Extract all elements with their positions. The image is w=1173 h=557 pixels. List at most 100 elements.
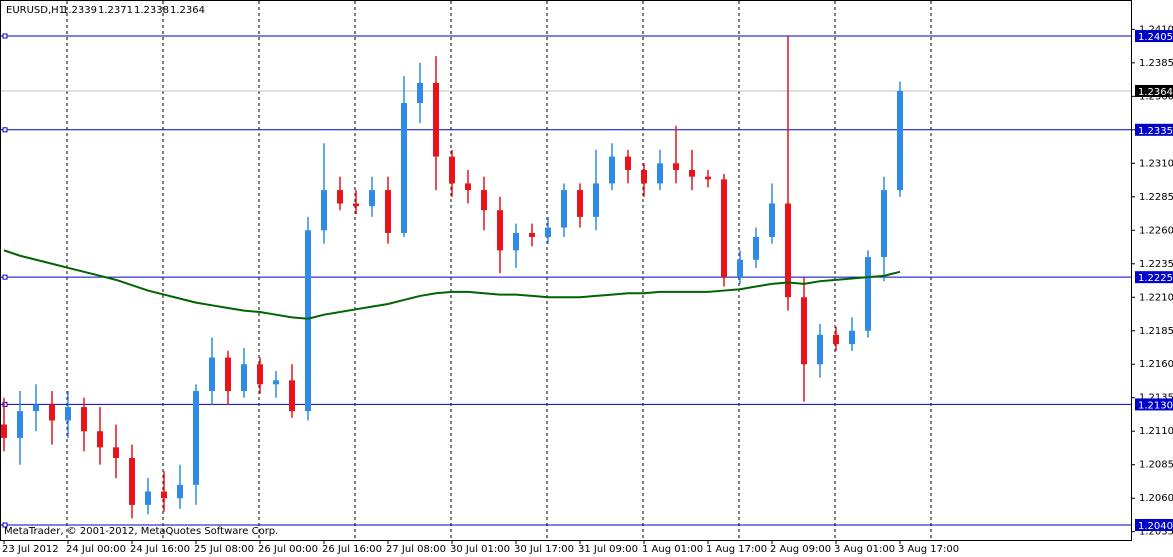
- header-value: 1.2371: [98, 5, 133, 16]
- candle-body: [17, 411, 23, 438]
- candle-body: [785, 203, 791, 298]
- x-tick-label: 27 Jul 08:00: [386, 544, 446, 555]
- candle-body: [721, 179, 727, 278]
- candle-body: [433, 82, 439, 157]
- candle-body: [417, 82, 423, 104]
- candle-body: [305, 230, 311, 412]
- x-tick-label: 3 Aug 01:00: [834, 544, 895, 555]
- level-handle: [2, 522, 8, 528]
- candle-body: [577, 190, 583, 217]
- candle-body: [897, 90, 903, 191]
- candle-body: [753, 236, 759, 260]
- y-tick-label: 1.2210: [1139, 292, 1173, 303]
- y-tick-label: 1.2160: [1139, 359, 1173, 370]
- candle-body: [257, 364, 263, 385]
- candle-body: [593, 183, 599, 217]
- header-value: 1.2339: [62, 5, 97, 16]
- bid-label: 1.2364: [1138, 87, 1173, 98]
- level-box: [1135, 30, 1173, 43]
- candle-body: [657, 163, 663, 184]
- candle-body: [97, 431, 103, 448]
- x-tick-label: 25 Jul 08:00: [194, 544, 254, 555]
- candle-body: [833, 334, 839, 345]
- candle-body: [865, 257, 871, 331]
- level-box: [1135, 271, 1173, 284]
- level-box: [1135, 398, 1173, 411]
- candle-body: [369, 190, 375, 207]
- y-tick-label: 1.2035: [1139, 527, 1173, 538]
- candle-body: [689, 169, 695, 177]
- x-tick-label: 1 Aug 01:00: [642, 544, 703, 555]
- y-tick-label: 1.2260: [1139, 225, 1173, 236]
- x-tick-label: 23 Jul 2012: [2, 544, 59, 555]
- candle-body: [641, 169, 647, 184]
- level-handle: [2, 127, 8, 133]
- level-handle: [2, 401, 8, 407]
- candle-body: [497, 210, 503, 251]
- x-tick-label: 24 Jul 16:00: [130, 544, 190, 555]
- candle-body: [561, 190, 567, 228]
- candle-body: [625, 156, 631, 170]
- candle-body: [177, 484, 183, 499]
- level-label: 1.2040: [1138, 521, 1173, 532]
- footer: MetaTrader, © 2001-2012, MetaQuotes Soft…: [4, 526, 278, 537]
- x-tick-label: 26 Jul 00:00: [258, 544, 318, 555]
- header-value: 1.2364: [170, 5, 205, 16]
- y-tick-label: 1.2110: [1139, 426, 1173, 437]
- candle-body: [449, 156, 455, 184]
- candle-body: [145, 491, 151, 505]
- x-tick-label: 30 Jul 17:00: [514, 544, 574, 555]
- candle-body: [353, 203, 359, 207]
- y-tick-label: 1.2185: [1139, 326, 1173, 337]
- candle-body: [65, 407, 71, 421]
- candle-body: [529, 232, 535, 237]
- candle-body: [273, 380, 279, 385]
- y-tick-label: 1.2135: [1139, 393, 1173, 404]
- candle-body: [465, 183, 471, 191]
- candle-body: [545, 227, 551, 237]
- candle-body: [161, 491, 167, 499]
- y-tick-label: 1.2235: [1139, 259, 1173, 270]
- candle-body: [1, 424, 7, 438]
- candle-body: [481, 190, 487, 211]
- moving-average: [3, 249, 901, 320]
- candle-body: [881, 190, 887, 258]
- candle-body: [33, 404, 39, 412]
- level-label: 1.2225: [1138, 273, 1173, 284]
- candle-body: [705, 176, 711, 180]
- candle-body: [289, 380, 295, 412]
- header-value: 1.2338: [134, 5, 169, 16]
- candle-body: [609, 156, 615, 184]
- x-tick-label: 31 Jul 09:00: [578, 544, 638, 555]
- candle-body: [241, 364, 247, 392]
- candle-body: [113, 447, 119, 459]
- level-handle: [2, 33, 8, 39]
- candle-body: [49, 404, 55, 421]
- x-tick-label: 24 Jul 00:00: [66, 544, 126, 555]
- candle-body: [801, 297, 807, 365]
- x-tick-label: 26 Jul 16:00: [322, 544, 382, 555]
- level-box: [1135, 123, 1173, 136]
- candle-body: [737, 259, 743, 278]
- level-handle: [2, 274, 8, 280]
- candle-body: [385, 190, 391, 233]
- candle-body: [225, 357, 231, 392]
- candle-body: [673, 163, 679, 170]
- y-tick-label: 1.2410: [1139, 24, 1173, 35]
- level-label: 1.2335: [1138, 126, 1173, 137]
- plot-frame: [0, 0, 1132, 541]
- x-tick-label: 30 Jul 01:00: [450, 544, 510, 555]
- candle-body: [817, 334, 823, 365]
- candle-body: [401, 103, 407, 233]
- x-tick-label: 1 Aug 17:00: [706, 544, 767, 555]
- level-box: [1135, 518, 1173, 531]
- candle-body: [769, 203, 775, 237]
- x-tick-label: 3 Aug 17:00: [898, 544, 959, 555]
- x-tick-label: 2 Aug 09:00: [770, 544, 831, 555]
- candle-body: [849, 330, 855, 345]
- y-tick-label: 1.2310: [1139, 158, 1173, 169]
- candle-body: [129, 458, 135, 505]
- level-label: 1.2405: [1138, 32, 1173, 43]
- candle-body: [513, 232, 519, 251]
